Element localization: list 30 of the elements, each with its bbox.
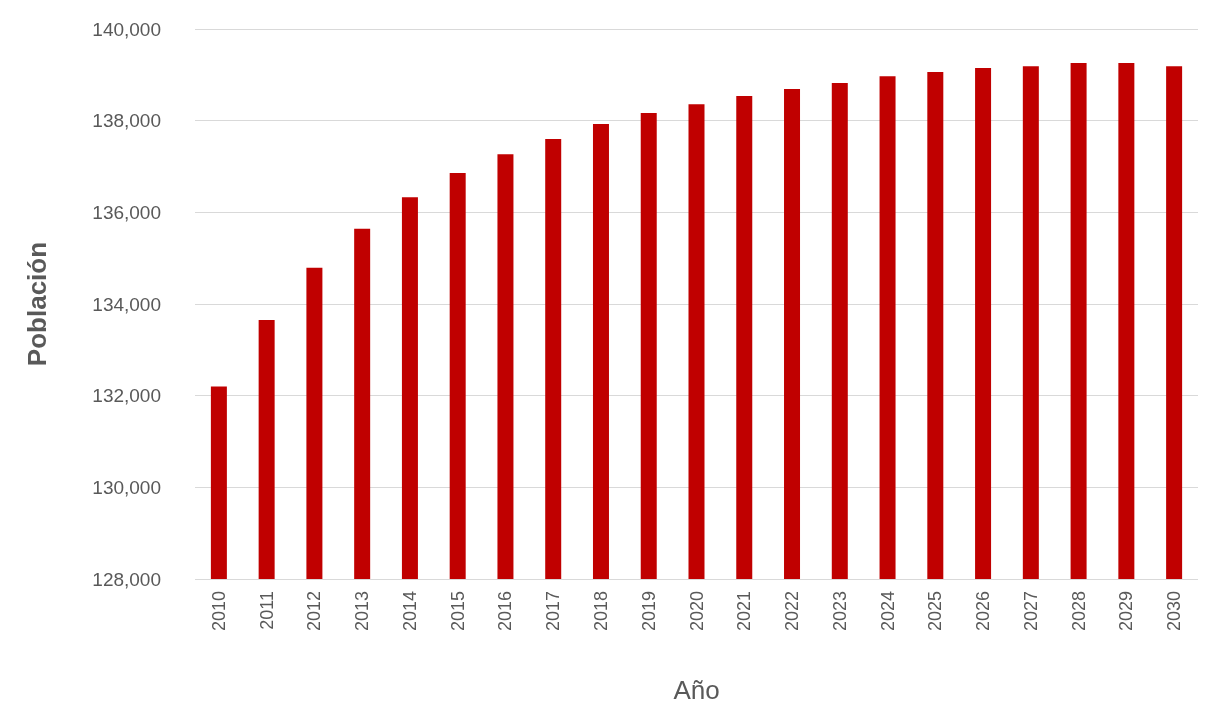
x-tick-label: 2012 (304, 591, 325, 632)
x-tick-label: 2029 (1116, 591, 1137, 632)
x-tick-label: 2023 (829, 591, 850, 632)
y-tick-label: 130,000 (92, 476, 161, 498)
x-tick-label: 2016 (495, 591, 516, 632)
x-tick-label: 2018 (590, 591, 611, 632)
x-tick-label: 2013 (352, 591, 373, 632)
x-tick-label: 2020 (686, 591, 707, 632)
x-tick-label: 2015 (447, 591, 468, 632)
x-tick-label: 2025 (925, 591, 946, 632)
x-tick-label: 2024 (877, 591, 898, 632)
x-tick-label: 2022 (782, 591, 803, 632)
y-tick-label: 128,000 (92, 568, 161, 590)
x-tick-label: 2021 (734, 591, 755, 632)
x-axis-title: Año (673, 675, 720, 705)
y-axis-title: Población (22, 241, 52, 367)
x-tick-label: 2026 (973, 591, 994, 632)
y-tick-label: 134,000 (92, 293, 161, 315)
x-tick-label: 2019 (638, 591, 659, 632)
x-tick-label: 2010 (208, 591, 229, 632)
x-tick-label: 2014 (399, 591, 420, 632)
x-tick-label: 2017 (543, 591, 564, 632)
x-tick-label: 2030 (1164, 591, 1185, 632)
x-tick-label: 2011 (256, 591, 277, 630)
y-tick-label: 136,000 (92, 201, 161, 223)
y-tick-label: 132,000 (92, 385, 161, 407)
y-tick-label: 140,000 (92, 18, 161, 40)
x-tick-label: 2027 (1020, 591, 1041, 632)
y-tick-label: 138,000 (92, 110, 161, 132)
x-tick-label: 2028 (1068, 591, 1089, 632)
